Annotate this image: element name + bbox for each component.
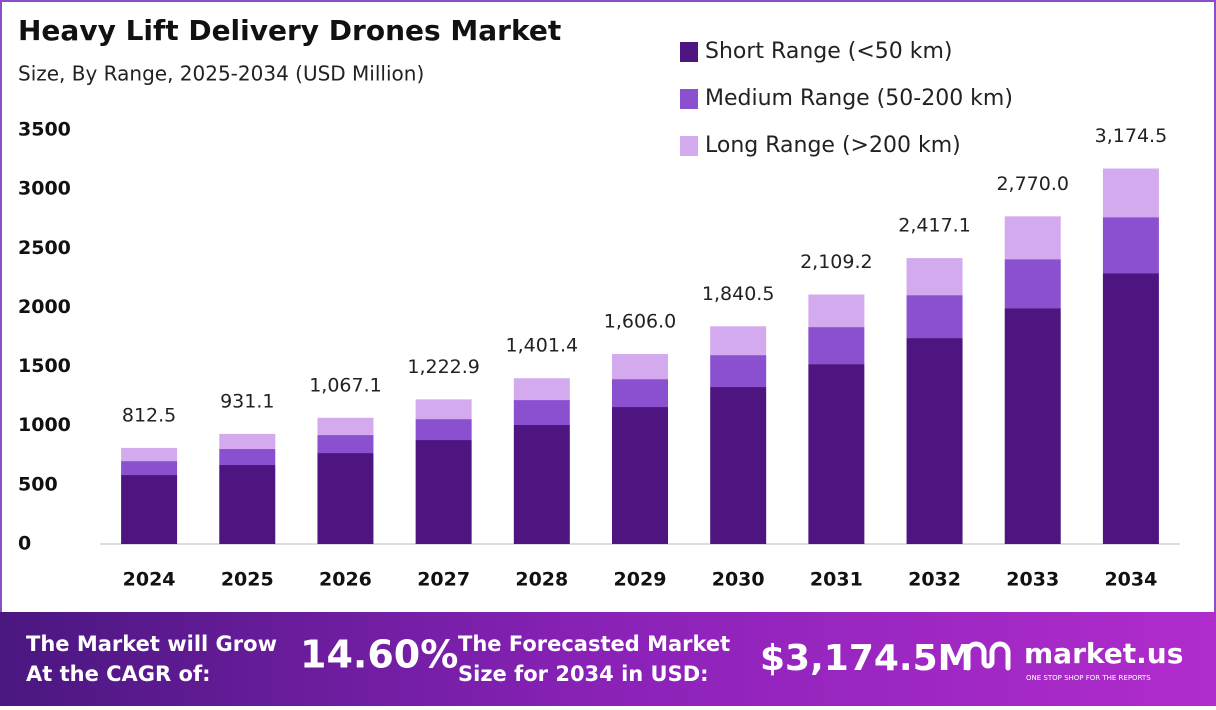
y-tick-label: 1500 bbox=[18, 355, 71, 377]
bar-segment bbox=[808, 327, 865, 365]
bar-segment bbox=[415, 440, 472, 544]
y-tick-label: 3000 bbox=[18, 178, 71, 200]
y-tick-label: 2000 bbox=[18, 296, 71, 318]
footer-text: At the CAGR of: bbox=[26, 662, 211, 686]
bar-segment bbox=[121, 461, 178, 476]
bar-segment bbox=[513, 425, 570, 544]
legend-label: Medium Range (50-200 km) bbox=[705, 86, 1013, 111]
total-label: 931.1 bbox=[220, 390, 274, 412]
brand-logo bbox=[965, 641, 1011, 671]
x-tick-label: 2033 bbox=[1006, 569, 1059, 591]
x-tick-label: 2028 bbox=[515, 569, 568, 591]
bar-segment bbox=[906, 338, 963, 544]
bar-segment bbox=[710, 326, 767, 356]
bar-segment bbox=[906, 258, 963, 296]
bar-segment bbox=[1004, 259, 1061, 309]
bar-segment bbox=[710, 387, 767, 544]
x-tick-label: 2029 bbox=[614, 569, 667, 591]
x-tick-label: 2024 bbox=[123, 569, 176, 591]
bar-segment bbox=[1102, 168, 1159, 218]
bar-segment bbox=[121, 475, 178, 544]
bar-segment bbox=[1004, 216, 1061, 260]
bar-segment bbox=[415, 419, 472, 441]
bar-segment bbox=[513, 378, 570, 401]
legend-swatch bbox=[680, 136, 698, 156]
y-tick-label: 2500 bbox=[18, 237, 71, 259]
bar-segment bbox=[317, 453, 374, 544]
bar-segment bbox=[612, 379, 668, 408]
y-tick-label: 3500 bbox=[18, 119, 71, 141]
footer-text: Size for 2034 in USD: bbox=[458, 662, 709, 686]
bar-segment bbox=[906, 295, 963, 339]
x-tick-label: 2030 bbox=[712, 569, 765, 591]
footer-text: The Forecasted Market bbox=[458, 632, 730, 656]
bar-segment bbox=[317, 417, 374, 436]
total-label: 1,222.9 bbox=[407, 356, 480, 378]
total-label: 2,109.2 bbox=[800, 251, 873, 273]
total-label: 2,417.1 bbox=[898, 215, 971, 237]
total-label: 1,401.4 bbox=[506, 335, 579, 357]
forecast-value: $3,174.5M bbox=[760, 638, 973, 679]
legend-swatch bbox=[680, 42, 698, 62]
bar-segment bbox=[1102, 273, 1159, 544]
legend-label: Long Range (>200 km) bbox=[705, 133, 961, 158]
bar-segment bbox=[513, 400, 570, 426]
footer-band bbox=[0, 612, 1216, 706]
x-tick-label: 2032 bbox=[908, 569, 961, 591]
tagline: ONE STOP SHOP FOR THE REPORTS bbox=[1026, 674, 1151, 682]
x-tick-label: 2026 bbox=[319, 569, 372, 591]
total-label: 1,067.1 bbox=[309, 374, 382, 396]
bar-segment bbox=[121, 447, 178, 462]
footer-text: The Market will Grow bbox=[26, 632, 277, 656]
brand: market.us bbox=[1024, 637, 1183, 670]
bar-segment bbox=[317, 435, 374, 454]
total-label: 812.5 bbox=[122, 404, 176, 426]
total-label: 1,606.0 bbox=[604, 311, 677, 333]
bar-segment bbox=[612, 407, 668, 544]
x-tick-label: 2031 bbox=[810, 569, 863, 591]
bar-segment bbox=[710, 355, 767, 388]
total-label: 2,770.0 bbox=[996, 173, 1069, 195]
x-tick-label: 2025 bbox=[221, 569, 274, 591]
bar-segment bbox=[1102, 217, 1159, 274]
bar-segment bbox=[219, 449, 276, 465]
y-tick-label: 0 bbox=[18, 533, 31, 555]
y-tick-label: 1000 bbox=[18, 414, 71, 436]
x-tick-label: 2027 bbox=[417, 569, 470, 591]
bar-segment bbox=[1004, 308, 1061, 544]
chart-title: Heavy Lift Delivery Drones Market bbox=[18, 14, 561, 47]
legend-label: Short Range (<50 km) bbox=[705, 39, 953, 64]
cagr-value: 14.60% bbox=[300, 633, 458, 677]
bar-segment bbox=[612, 354, 668, 380]
chart-subtitle: Size, By Range, 2025-2034 (USD Million) bbox=[18, 62, 424, 86]
legend-swatch bbox=[680, 89, 698, 109]
y-tick-label: 500 bbox=[18, 473, 58, 495]
x-tick-label: 2034 bbox=[1104, 569, 1157, 591]
total-label: 3,174.5 bbox=[1095, 125, 1168, 147]
bar-segment bbox=[219, 433, 276, 450]
bar-segment bbox=[219, 464, 276, 544]
bar-segment bbox=[808, 294, 865, 328]
bar-segment bbox=[415, 399, 472, 420]
total-label: 1,840.5 bbox=[702, 283, 775, 305]
bar-segment bbox=[808, 364, 865, 544]
